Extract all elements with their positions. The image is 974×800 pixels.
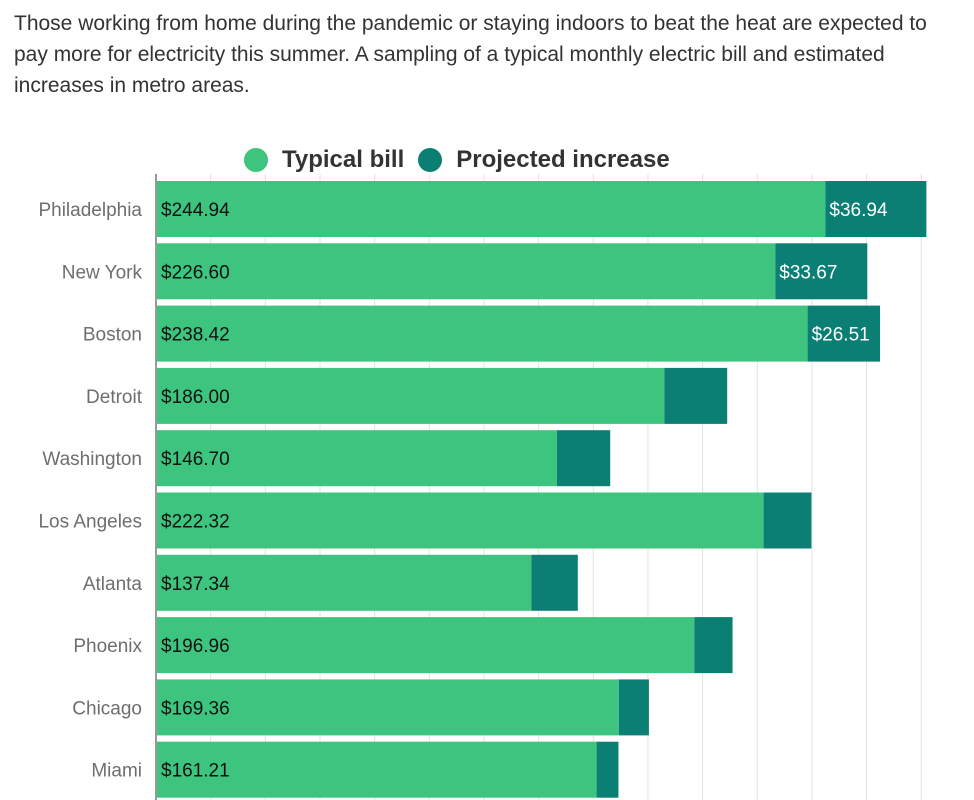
bar-typical-bill [156,305,808,362]
bar-typical-bill [156,181,826,237]
legend-label-projected-increase: Projected increase [456,146,670,173]
bar-typical-bill [156,243,776,300]
category-label: Atlanta [83,574,143,595]
category-label: Washington [42,449,142,470]
category-label: Chicago [72,698,142,719]
bar-typical-bill [156,492,764,549]
bar-typical-bill [156,617,695,674]
value-label-projected-increase: $36.94 [829,200,888,221]
bar-typical-bill [156,367,665,424]
bar-typical-bill [156,430,557,487]
bar-projected-increase [664,367,728,424]
bar-typical-bill [156,554,532,611]
legend-item-typical-bill: Typical bill [244,146,404,174]
legend-swatch-typical-bill [244,148,268,172]
bar-projected-increase [763,492,812,549]
category-label: Boston [83,325,142,346]
legend-label-typical-bill: Typical bill [282,146,405,173]
bar-projected-increase [556,430,611,487]
bar-typical-bill [156,679,619,736]
value-label-typical-bill: $196.96 [161,636,230,657]
category-label: Philadelphia [38,200,142,221]
value-label-typical-bill: $244.94 [161,200,230,221]
legend: Typical bill Projected increase [244,144,684,176]
value-label-projected-increase: $26.51 [812,325,870,346]
legend-item-projected-increase: Projected increase [418,146,670,174]
bar-projected-increase [618,679,649,736]
value-label-typical-bill: $238.42 [161,325,230,346]
category-label: Detroit [86,387,143,408]
value-label-typical-bill: $161.21 [161,761,230,782]
value-label-typical-bill: $226.60 [161,262,230,283]
category-label: Los Angeles [38,512,142,533]
bar-projected-increase [825,181,927,237]
category-label: Miami [91,761,142,782]
value-label-typical-bill: $146.70 [161,449,230,470]
category-label: New York [62,262,143,283]
legend-swatch-projected-increase [418,148,443,172]
bar-projected-increase [807,305,881,362]
value-label-typical-bill: $186.00 [161,387,230,408]
bar-typical-bill [156,741,597,798]
bar-projected-increase [775,243,868,300]
value-label-typical-bill: $169.36 [161,698,230,719]
bar-projected-increase [531,554,578,611]
bar-projected-increase [596,741,619,798]
chart-description: Those working from home during the pande… [14,12,927,97]
value-label-projected-increase: $33.67 [779,262,837,283]
bar-projected-increase [694,617,733,674]
category-label: Phoenix [73,636,142,657]
value-label-typical-bill: $222.32 [161,512,230,533]
value-label-typical-bill: $137.34 [161,574,230,595]
